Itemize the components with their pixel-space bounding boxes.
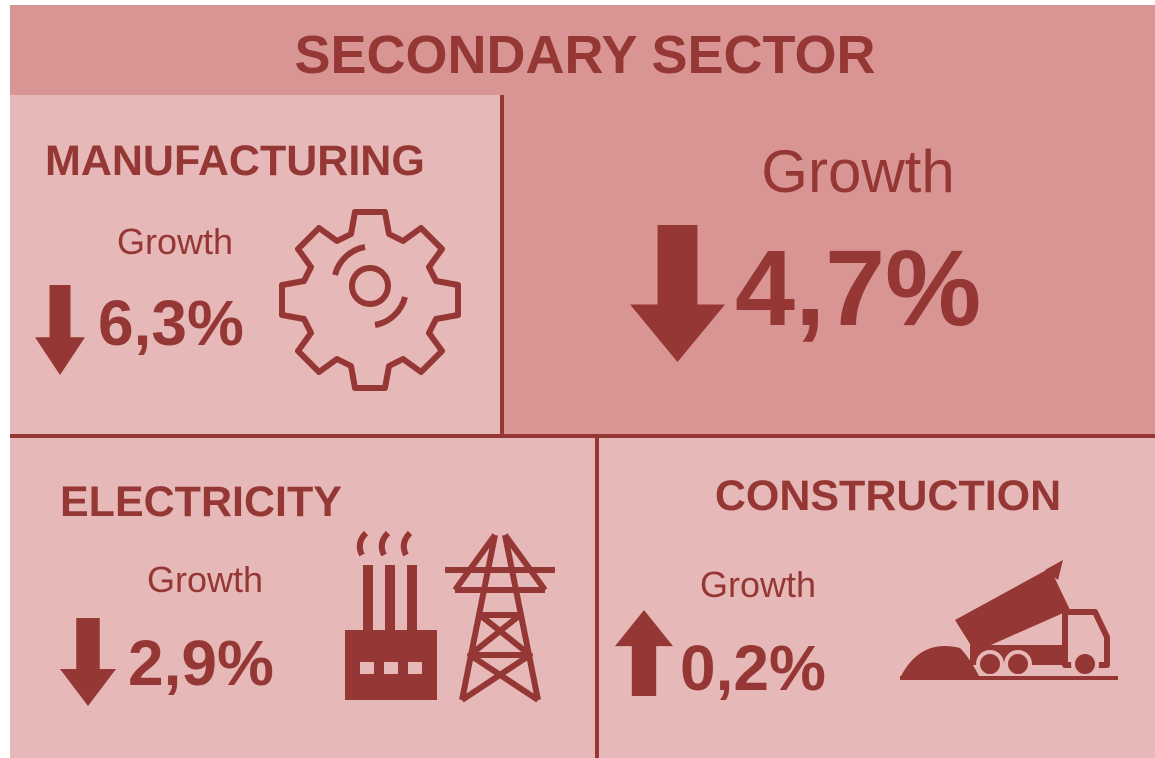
growth-value: 0,2% bbox=[680, 632, 826, 704]
growth-label: Growth bbox=[761, 138, 954, 205]
growth-value: 2,9% bbox=[128, 627, 274, 699]
pylon-icon bbox=[445, 533, 555, 703]
gear-icon bbox=[279, 209, 461, 391]
sector-name: MANUFACTURING bbox=[45, 137, 425, 185]
growth-label: Growth bbox=[117, 221, 233, 262]
trend-arrow bbox=[35, 285, 85, 375]
electricity-panel bbox=[10, 437, 596, 758]
trend-arrow bbox=[615, 610, 673, 696]
title: SECONDARY SECTOR bbox=[294, 25, 875, 85]
growth-value: 6,3% bbox=[98, 287, 244, 359]
manufacturing-panel bbox=[10, 95, 502, 435]
growth-label: Growth bbox=[147, 559, 263, 600]
sector-name: ELECTRICITY bbox=[60, 478, 342, 526]
dump-truck-icon bbox=[900, 560, 1118, 680]
overall-panel bbox=[502, 95, 1155, 435]
growth-label: Growth bbox=[700, 564, 816, 605]
sector-name: CONSTRUCTION bbox=[715, 472, 1061, 520]
trend-arrow bbox=[60, 618, 116, 706]
factory-icon bbox=[345, 530, 437, 700]
trend-arrow bbox=[630, 225, 725, 362]
growth-value: 4,7% bbox=[735, 227, 981, 348]
